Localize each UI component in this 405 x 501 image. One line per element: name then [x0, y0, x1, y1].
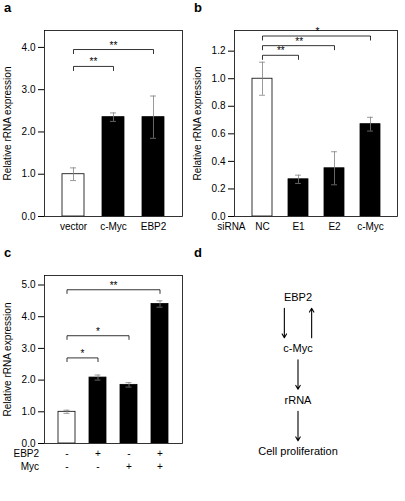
- svg-text:1.0: 1.0: [212, 73, 226, 84]
- svg-text:Myc: Myc: [21, 461, 39, 472]
- svg-text:3.0: 3.0: [22, 343, 36, 354]
- svg-text:+: +: [157, 448, 163, 459]
- svg-text:0.0: 0.0: [22, 211, 36, 222]
- svg-text:0.0: 0.0: [211, 210, 226, 222]
- svg-text:3.0: 3.0: [22, 84, 36, 95]
- svg-text:2.0: 2.0: [22, 374, 36, 385]
- html-text:b: b: [194, 0, 202, 15]
- svg-text:+: +: [157, 461, 163, 472]
- svg-text:c-Myc: c-Myc: [283, 342, 313, 354]
- svg-text:0.0: 0.0: [21, 437, 36, 449]
- svg-text:Relative rRNA expression: Relative rRNA expression: [2, 67, 13, 181]
- svg-text:-: -: [127, 448, 130, 459]
- svg-text:4.0: 4.0: [22, 42, 36, 53]
- svg-text:siRNA: siRNA: [217, 221, 246, 232]
- svg-text:EBP2: EBP2: [284, 291, 312, 303]
- svg-text:-: -: [65, 448, 68, 459]
- svg-text:*: *: [315, 26, 319, 37]
- svg-text:+: +: [126, 461, 132, 472]
- svg-text:-: -: [65, 461, 68, 472]
- svg-text:-: -: [96, 461, 99, 472]
- svg-text:**: **: [295, 36, 303, 47]
- svg-text:EBP2: EBP2: [141, 221, 167, 232]
- svg-text:0.2: 0.2: [212, 183, 226, 194]
- svg-text:1.0: 1.0: [22, 406, 36, 417]
- svg-text:0.6: 0.6: [212, 128, 226, 139]
- svg-text:**: **: [110, 280, 118, 291]
- svg-text:Relative rRNA expression: Relative rRNA expression: [2, 303, 13, 417]
- svg-text:*: *: [81, 348, 85, 359]
- html-text:d: d: [194, 245, 202, 260]
- svg-text:1.0: 1.0: [22, 168, 36, 179]
- html-text:c: c: [4, 245, 12, 260]
- svg-text:*: *: [96, 326, 100, 337]
- svg-text:E1: E1: [292, 221, 305, 232]
- svg-text:**: **: [277, 45, 285, 56]
- svg-text:2.0: 2.0: [22, 126, 36, 137]
- svg-text:rRNA: rRNA: [285, 394, 313, 406]
- svg-text:+: +: [95, 448, 101, 459]
- svg-text:0.8: 0.8: [212, 100, 226, 111]
- svg-text:5.0: 5.0: [22, 279, 36, 290]
- svg-text:**: **: [110, 40, 118, 51]
- svg-text:**: **: [90, 56, 98, 67]
- svg-text:c-Myc: c-Myc: [100, 221, 127, 232]
- svg-text:c-Myc: c-Myc: [357, 221, 384, 232]
- svg-text:1.2: 1.2: [212, 45, 226, 56]
- svg-text:Cell proliferation: Cell proliferation: [258, 445, 337, 457]
- svg-text:EBP2: EBP2: [14, 448, 40, 459]
- svg-text:vector: vector: [60, 221, 88, 232]
- svg-text:Relative rRNA expression: Relative rRNA expression: [192, 67, 203, 181]
- svg-text:4.0: 4.0: [22, 311, 36, 322]
- svg-text:E2: E2: [328, 221, 341, 232]
- html-text:a: a: [4, 0, 12, 15]
- svg-text:0.4: 0.4: [212, 156, 226, 167]
- svg-text:NC: NC: [255, 221, 269, 232]
